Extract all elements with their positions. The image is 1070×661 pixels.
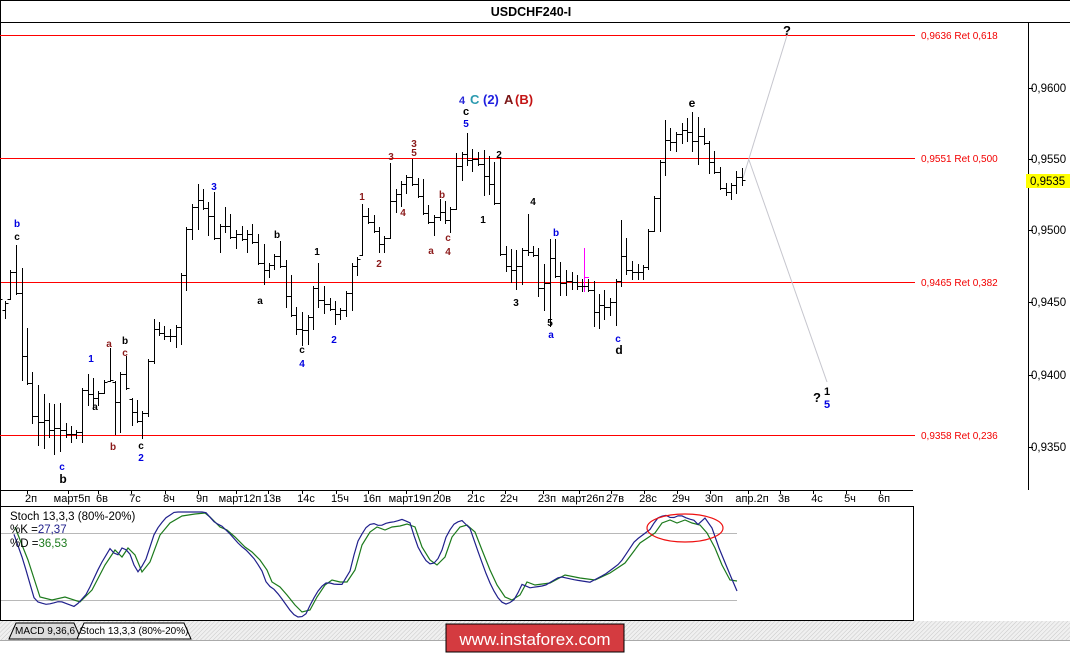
svg-text:6п: 6п bbox=[878, 493, 890, 505]
svg-text:c: c bbox=[463, 106, 469, 118]
svg-text:13в: 13в bbox=[263, 493, 281, 505]
svg-text:b: b bbox=[59, 472, 66, 486]
svg-text:b: b bbox=[122, 336, 128, 347]
svg-text:c: c bbox=[299, 345, 305, 356]
svg-text:23п: 23п bbox=[538, 493, 556, 505]
svg-text:0,9551 Ret 0,500: 0,9551 Ret 0,500 bbox=[921, 154, 998, 165]
svg-text:15ч: 15ч bbox=[331, 493, 349, 505]
svg-text:9п: 9п bbox=[196, 493, 208, 505]
svg-text:27в: 27в bbox=[606, 493, 624, 505]
svg-text:5: 5 bbox=[824, 399, 830, 411]
svg-text:0,9535: 0,9535 bbox=[1030, 176, 1065, 188]
svg-text:2: 2 bbox=[376, 259, 382, 270]
svg-text:март19п: март19п bbox=[389, 493, 432, 505]
svg-text:6в: 6в bbox=[96, 493, 108, 505]
svg-text:MACD 9,36,6: MACD 9,36,6 bbox=[15, 626, 75, 637]
svg-text:c: c bbox=[138, 441, 144, 452]
svg-text:3: 3 bbox=[513, 298, 519, 309]
svg-text:3: 3 bbox=[211, 182, 217, 193]
svg-text:%K =27,37: %K =27,37 bbox=[10, 524, 67, 536]
svg-text:3в: 3в bbox=[778, 493, 790, 505]
svg-text:апр.2п: апр.2п bbox=[735, 493, 768, 505]
svg-text:3: 3 bbox=[388, 152, 394, 163]
svg-text:a: a bbox=[428, 246, 434, 257]
svg-text:март12п: март12п bbox=[219, 493, 262, 505]
svg-text:0,9600: 0,9600 bbox=[1031, 83, 1066, 95]
svg-text:2: 2 bbox=[138, 453, 144, 464]
svg-text:4: 4 bbox=[445, 247, 451, 258]
svg-text:C: C bbox=[470, 92, 480, 107]
svg-text:март26п: март26п bbox=[562, 493, 605, 505]
svg-text:(2): (2) bbox=[483, 92, 499, 107]
svg-text:b: b bbox=[110, 442, 116, 453]
svg-text:0,9450: 0,9450 bbox=[1031, 297, 1066, 309]
svg-text:a: a bbox=[257, 296, 263, 307]
svg-text:0,9358 Ret 0,236: 0,9358 Ret 0,236 bbox=[921, 431, 998, 442]
svg-text:29ч: 29ч bbox=[672, 493, 690, 505]
svg-text:a: a bbox=[548, 330, 554, 341]
svg-text:0,9500: 0,9500 bbox=[1031, 225, 1066, 237]
svg-text:4: 4 bbox=[299, 359, 305, 370]
svg-text:c: c bbox=[59, 462, 65, 473]
svg-text:0,9400: 0,9400 bbox=[1031, 370, 1066, 382]
svg-text:20в: 20в bbox=[433, 493, 451, 505]
svg-text:5: 5 bbox=[547, 318, 553, 329]
svg-text:www.instaforex.com: www.instaforex.com bbox=[458, 630, 610, 649]
svg-text:4: 4 bbox=[459, 95, 466, 107]
svg-text:16п: 16п bbox=[363, 493, 381, 505]
svg-text:5ч: 5ч bbox=[844, 493, 856, 505]
svg-text:7с: 7с bbox=[129, 493, 141, 505]
svg-text:0,9350: 0,9350 bbox=[1031, 442, 1066, 454]
svg-text:5: 5 bbox=[411, 148, 417, 159]
svg-text:5: 5 bbox=[463, 119, 469, 130]
svg-text:d: d bbox=[615, 343, 622, 357]
svg-text:%D =36,53: %D =36,53 bbox=[10, 538, 67, 550]
svg-text:1: 1 bbox=[824, 386, 830, 398]
svg-text:4: 4 bbox=[530, 197, 536, 208]
svg-text:21с: 21с bbox=[467, 493, 485, 505]
svg-text:1: 1 bbox=[314, 247, 320, 258]
svg-text:4: 4 bbox=[400, 208, 406, 219]
svg-text:22ч: 22ч bbox=[500, 493, 518, 505]
svg-text:март5п: март5п bbox=[54, 493, 91, 505]
svg-text:c: c bbox=[14, 232, 20, 243]
svg-text:c: c bbox=[445, 233, 451, 244]
svg-text:0,9550: 0,9550 bbox=[1031, 154, 1066, 166]
svg-text:b: b bbox=[553, 228, 559, 239]
svg-text:28с: 28с bbox=[639, 493, 657, 505]
svg-text:1: 1 bbox=[359, 192, 365, 203]
svg-text:14с: 14с bbox=[297, 493, 315, 505]
svg-text:A: A bbox=[504, 92, 514, 107]
svg-text:a: a bbox=[92, 402, 98, 413]
svg-text:8ч: 8ч bbox=[163, 493, 175, 505]
svg-text:c: c bbox=[615, 334, 621, 345]
svg-text:c: c bbox=[122, 348, 128, 359]
svg-text:?: ? bbox=[813, 390, 821, 405]
svg-text:?: ? bbox=[783, 23, 791, 38]
svg-text:(B): (B) bbox=[515, 92, 533, 107]
svg-text:2: 2 bbox=[331, 335, 337, 346]
svg-text:1: 1 bbox=[480, 215, 486, 226]
svg-text:b: b bbox=[274, 230, 280, 241]
svg-text:3: 3 bbox=[411, 139, 417, 150]
svg-text:30п: 30п bbox=[705, 493, 723, 505]
svg-text:0,9636 Ret 0,618: 0,9636 Ret 0,618 bbox=[921, 31, 998, 42]
svg-text:b: b bbox=[439, 190, 445, 201]
svg-text:2: 2 bbox=[496, 150, 502, 161]
svg-text:e: e bbox=[689, 96, 696, 110]
svg-text:Stoch 13,3,3 (80%-20%): Stoch 13,3,3 (80%-20%) bbox=[80, 626, 189, 637]
svg-text:2п: 2п bbox=[25, 493, 37, 505]
svg-text:USDCHF240-I: USDCHF240-I bbox=[491, 5, 572, 19]
svg-text:a: a bbox=[106, 339, 112, 350]
svg-text:4с: 4с bbox=[811, 493, 823, 505]
svg-text:b: b bbox=[14, 219, 20, 230]
svg-text:1: 1 bbox=[88, 354, 94, 365]
svg-text:0,9465 Ret 0,382: 0,9465 Ret 0,382 bbox=[921, 278, 998, 289]
svg-text:Stoch 13,3,3 (80%-20%): Stoch 13,3,3 (80%-20%) bbox=[10, 511, 135, 523]
